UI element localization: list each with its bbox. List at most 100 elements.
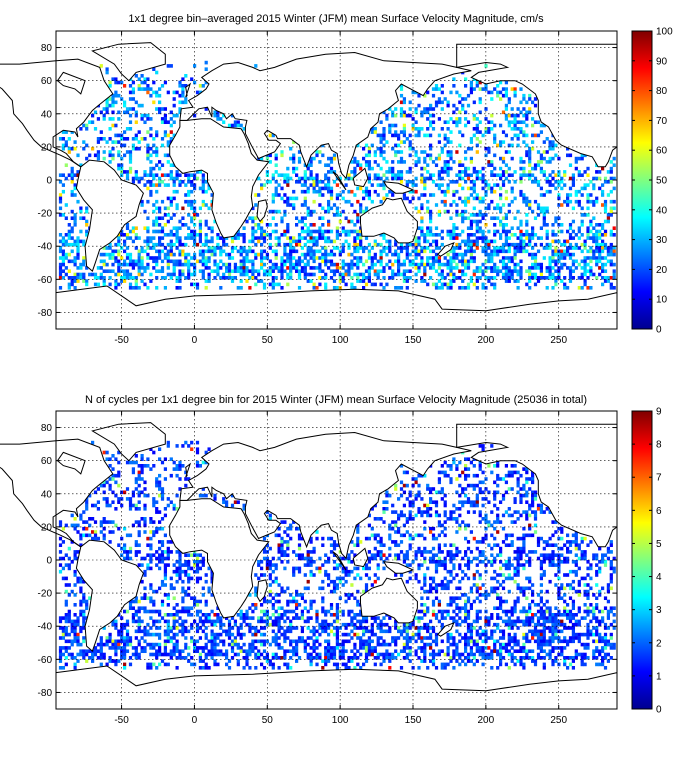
data-cell: [469, 246, 474, 250]
data-cell: [606, 216, 611, 221]
data-cell: [496, 473, 500, 478]
data-cell: [134, 540, 138, 544]
data-cell: [601, 223, 605, 227]
data-cell: [397, 173, 401, 178]
data-cell: [519, 130, 523, 134]
data-cell: [458, 183, 462, 187]
data-cell: [574, 563, 578, 567]
data-cell: [137, 103, 141, 108]
data-cell: [239, 246, 243, 250]
data-cell: [376, 193, 380, 197]
data-cell: [172, 233, 176, 237]
data-cell: [207, 239, 211, 244]
data-cell: [391, 526, 395, 531]
data-cell: [388, 526, 392, 531]
data-cell: [114, 242, 118, 247]
data-cell: [522, 586, 526, 591]
data-cell: [461, 556, 465, 561]
data-cell: [586, 269, 590, 274]
data-cell: [475, 586, 479, 591]
data-cell: [271, 216, 275, 221]
data-cell: [213, 276, 217, 280]
data-cell: [446, 189, 450, 194]
data-cell: [376, 146, 380, 151]
data-cell: [117, 483, 121, 488]
data-cell: [557, 272, 561, 277]
data-cell: [283, 520, 287, 524]
data-cell: [210, 236, 214, 240]
data-cell: [426, 209, 430, 214]
data-cell: [64, 130, 68, 134]
data-cell: [76, 530, 80, 534]
data-cell: [458, 213, 462, 217]
data-cell: [440, 550, 444, 554]
data-cell: [318, 266, 322, 270]
data-cell: [548, 543, 552, 548]
data-cell: [175, 206, 179, 211]
data-cell: [376, 563, 380, 567]
data-cell: [362, 156, 366, 161]
data-cell: [184, 256, 188, 260]
data-cell: [557, 560, 561, 564]
data-cell: [455, 252, 459, 257]
data-cell: [458, 246, 462, 250]
data-cell: [96, 500, 101, 505]
data-cell: [58, 256, 63, 260]
data-cell: [137, 77, 141, 82]
data-cell: [327, 156, 331, 161]
data-cell: [580, 272, 584, 277]
data-cell: [612, 272, 616, 277]
data-cell: [557, 216, 561, 221]
data-cell: [560, 266, 564, 270]
data-cell: [577, 583, 581, 587]
data-cell: [609, 166, 613, 171]
data-cell: [464, 553, 468, 558]
data-cell: [102, 520, 106, 524]
data-cell: [300, 189, 305, 194]
data-cell: [568, 242, 573, 247]
data-cell: [507, 173, 511, 178]
data-cell: [536, 503, 541, 508]
data-cell: [519, 229, 523, 234]
data-cell: [178, 566, 182, 571]
data-cell: [175, 229, 179, 234]
data-cell: [67, 276, 71, 280]
data-cell: [367, 252, 372, 257]
data-cell: [169, 583, 173, 587]
data-cell: [248, 246, 252, 250]
data-cell: [350, 276, 354, 280]
data-cell: [370, 127, 374, 131]
data-cell: [522, 550, 526, 554]
data-cell: [388, 239, 392, 244]
data-cell: [475, 173, 479, 178]
data-cell: [160, 180, 165, 184]
data-cell: [484, 520, 488, 524]
data-cell: [309, 246, 313, 250]
data-cell: [303, 170, 307, 174]
data-cell: [429, 143, 433, 148]
data-cell: [143, 137, 147, 141]
data-cell: [61, 189, 66, 194]
data-cell: [548, 553, 552, 558]
data-cell: [449, 256, 453, 260]
data-cell: [598, 272, 602, 277]
data-cell: [169, 473, 173, 478]
data-cell: [260, 560, 264, 564]
data-cell: [501, 130, 506, 134]
data-cell: [478, 553, 482, 558]
data-cell: [260, 256, 264, 260]
data-cell: [297, 176, 302, 181]
data-cell: [493, 282, 497, 287]
data-cell: [166, 497, 170, 501]
data-cell: [464, 203, 468, 207]
data-cell: [306, 252, 310, 257]
data-cell: [443, 503, 447, 508]
data-cell: [149, 560, 153, 564]
data-cell: [303, 229, 307, 234]
data-cell: [125, 252, 130, 257]
data-cell: [484, 239, 488, 244]
data-cell: [519, 87, 523, 91]
data-cell: [478, 510, 482, 514]
data-cell: [388, 242, 392, 247]
